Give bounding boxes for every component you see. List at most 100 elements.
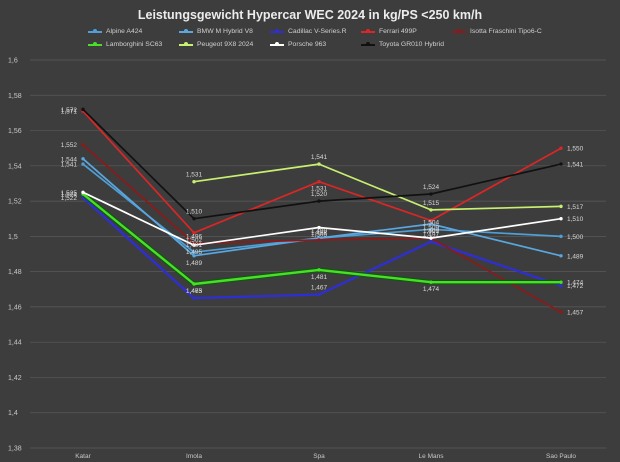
legend-label: Porsche 963	[288, 41, 327, 48]
data-label: 1,531	[186, 172, 203, 179]
data-point	[192, 217, 196, 221]
data-label: 1,474	[567, 280, 584, 287]
legend-item: Porsche 963	[270, 41, 326, 48]
legend-swatch	[179, 42, 193, 46]
legend-label: Lamborghini SC63	[106, 41, 163, 48]
y-axis: 1,38 1,4 1,42 1,44 1,46 1,48 1,5 1,52 1,54 1,56 1,…	[8, 58, 22, 453]
legend-swatch	[88, 29, 102, 33]
data-point	[559, 310, 563, 314]
data-point	[429, 192, 433, 196]
legend-item: Lamborghini SC63	[88, 41, 162, 48]
data-point	[317, 238, 321, 242]
data-label: 1,541	[61, 162, 78, 169]
data-point	[429, 227, 433, 232]
x-tick-label: Sao Paulo	[546, 453, 576, 460]
x-tick-label: Imola	[186, 453, 202, 460]
legend-item: Isotta Fraschini Tipo6-C	[452, 28, 542, 35]
series-line	[82, 110, 562, 234]
legend-label: Alpine A424	[106, 28, 143, 35]
legend-swatch	[452, 29, 466, 33]
data-label: 1,502	[186, 237, 203, 244]
data-point	[192, 250, 196, 254]
legend-label: Toyota GR010 Hybrid	[379, 41, 444, 48]
data-label: 1,473	[186, 288, 203, 295]
data-point	[429, 222, 433, 226]
y-tick-label: 1,4	[8, 410, 18, 417]
data-point	[192, 282, 196, 286]
y-tick-label: 1,46	[8, 304, 22, 311]
data-label: 1,531	[311, 186, 328, 193]
data-point	[192, 296, 196, 300]
data-point	[317, 179, 321, 184]
series-lines	[81, 107, 563, 314]
y-tick-label: 1,44	[8, 340, 22, 347]
series-line	[82, 158, 562, 257]
series-line	[193, 163, 562, 211]
data-label: 1,524	[61, 192, 78, 199]
x-tick-label: Le Mans	[419, 453, 445, 460]
data-label: 1,472	[567, 283, 584, 290]
legend-item: Cadillac V-Series.R	[270, 28, 347, 35]
data-label: 1,465	[186, 288, 203, 295]
data-label: 1,572	[61, 107, 78, 114]
data-label: 1,544	[61, 156, 78, 163]
legend-swatch	[361, 42, 375, 46]
legend-item: Alpine A424	[88, 28, 142, 35]
legend-item: BMW M Hybrid V8	[179, 28, 253, 35]
data-label: 1,467	[311, 285, 328, 292]
y-tick-label: 1,5	[8, 234, 18, 241]
legend-swatch	[88, 42, 102, 46]
data-point	[559, 204, 563, 209]
data-label: 1,495	[186, 249, 203, 256]
data-point	[429, 239, 433, 244]
data-point	[317, 268, 321, 272]
legend-label: Isotta Fraschini Tipo6-C	[470, 28, 542, 35]
data-point	[81, 162, 85, 166]
data-point	[559, 254, 563, 258]
data-label: 1,525	[61, 190, 78, 197]
x-tick-label: Katar	[75, 453, 91, 460]
y-tick-label: 1,54	[8, 163, 22, 170]
data-point	[317, 162, 321, 166]
data-point	[429, 218, 433, 223]
chart-title: Leistungsgewicht Hypercar WEC 2024 in kg…	[137, 8, 483, 22]
data-point	[559, 146, 563, 150]
data-labels: 1,541 1,491 1,499 1,504 1,500 1,544 1,489 1,507…	[61, 107, 584, 317]
data-point	[559, 284, 563, 288]
x-axis: Katar Imola Spa Le Mans Sao Paulo	[75, 453, 576, 460]
data-point	[81, 107, 85, 112]
data-label: 1,489	[186, 260, 203, 267]
y-tick-label: 1,52	[8, 199, 22, 206]
y-tick-label: 1,56	[8, 128, 22, 135]
data-label: 1,507	[423, 228, 440, 235]
data-label: 1,474	[423, 286, 440, 293]
legend-label: Cadillac V-Series.R	[288, 28, 347, 35]
data-point	[559, 234, 563, 239]
data-point	[317, 225, 321, 230]
data-label: 1,522	[61, 195, 78, 202]
legend-swatch	[361, 29, 375, 33]
data-label: 1,498	[311, 230, 328, 237]
data-point	[559, 217, 563, 221]
data-label: 1,541	[311, 154, 328, 161]
data-point	[559, 280, 563, 284]
data-label: 1,510	[567, 216, 584, 223]
data-point	[429, 280, 433, 284]
data-label: 1,499	[423, 228, 440, 235]
series-line	[82, 108, 562, 220]
legend-label: Ferrari 499P	[379, 28, 417, 35]
legend-swatch	[179, 29, 193, 33]
legend-item: Toyota GR010 Hybrid	[361, 41, 444, 48]
data-label: 1,509	[423, 224, 440, 231]
data-point	[192, 254, 196, 258]
y-tick-label: 1,48	[8, 269, 22, 276]
data-label: 1,489	[567, 253, 584, 260]
y-tick-label: 1,6	[8, 58, 18, 65]
legend-label: Peugeot 9X8 2024	[197, 41, 254, 48]
data-point	[317, 199, 321, 203]
y-tick-label: 1,58	[8, 93, 22, 100]
legend-item: Peugeot 9X8 2024	[179, 41, 253, 48]
y-tick-label: 1,42	[8, 375, 22, 382]
data-label: 1,510	[186, 209, 203, 216]
data-label: 1,524	[423, 184, 440, 191]
